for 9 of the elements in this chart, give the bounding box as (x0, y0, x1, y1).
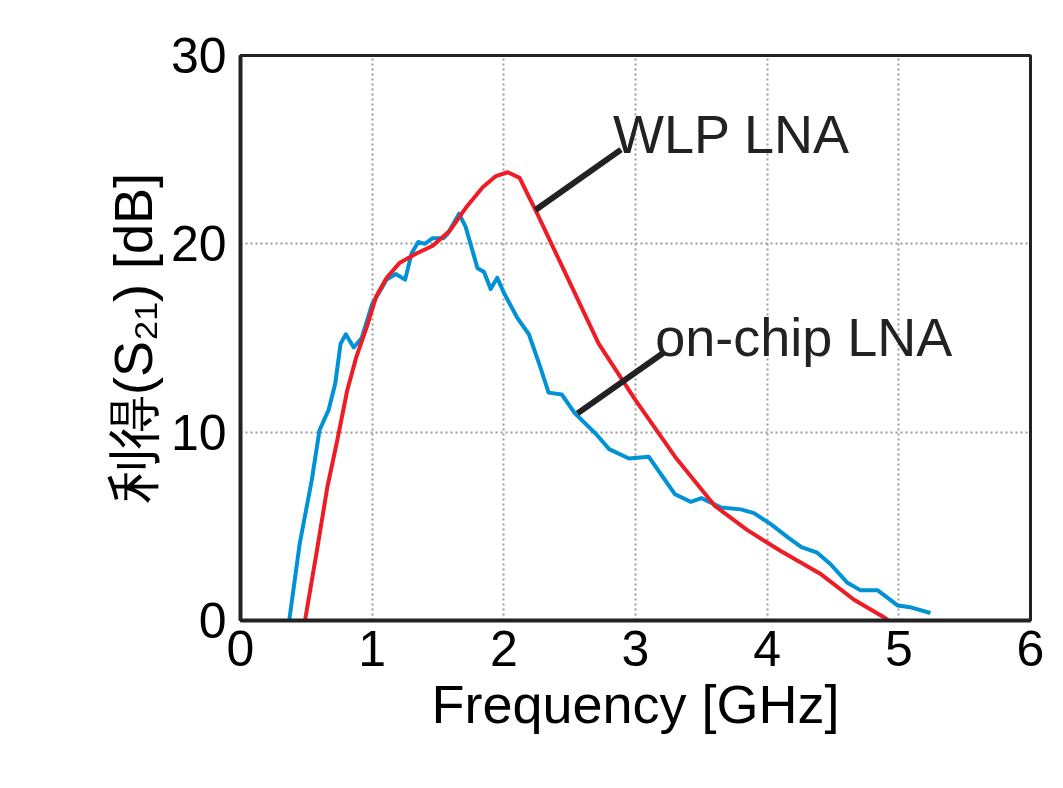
y-axis-title: 利得(S₂₁) [dB] (102, 172, 163, 504)
y-tick-label: 30 (170, 28, 227, 84)
annotation: WLP LNA (613, 103, 850, 164)
annotation: on-chip LNA (655, 307, 953, 368)
x-tick-label: 1 (358, 620, 387, 677)
x-tick-label: 6 (1016, 620, 1045, 677)
y-tick-label: 10 (170, 404, 227, 461)
y-tick-label: 20 (170, 216, 227, 273)
x-tick-label: 5 (884, 620, 913, 677)
